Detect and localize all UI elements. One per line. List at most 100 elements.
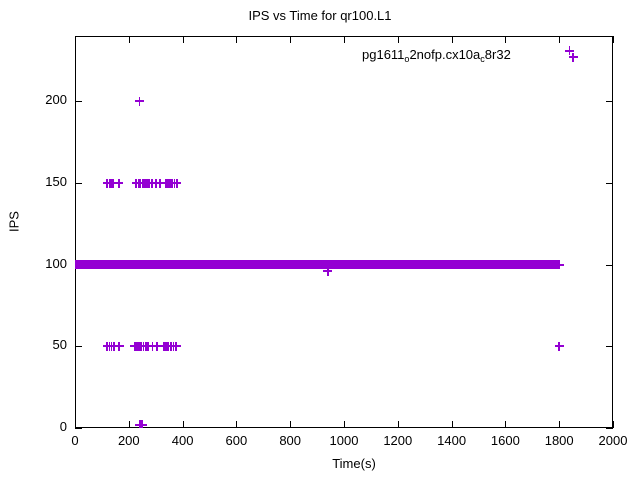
data-point-band xyxy=(446,260,456,270)
data-point xyxy=(135,96,145,106)
data-point-band xyxy=(271,260,281,270)
data-point xyxy=(132,341,142,351)
data-point-band xyxy=(209,260,219,270)
data-point-band xyxy=(434,260,444,270)
data-point-band xyxy=(255,260,265,270)
data-point-band xyxy=(186,260,196,270)
data-point-band xyxy=(309,260,319,270)
data-point xyxy=(133,178,143,188)
data-point-band xyxy=(233,260,243,270)
data-point-band xyxy=(459,260,469,270)
data-point xyxy=(135,420,145,428)
data-point-band xyxy=(136,260,146,270)
data-point-band xyxy=(409,260,419,270)
data-point-band xyxy=(286,260,296,270)
data-point xyxy=(166,341,176,351)
data-point-band xyxy=(190,260,200,270)
data-point xyxy=(138,178,148,188)
data-point-band xyxy=(413,260,423,270)
data-point-band xyxy=(394,260,404,270)
data-point-band xyxy=(162,260,172,270)
data-point-band xyxy=(208,260,218,270)
data-point-band xyxy=(302,260,312,270)
data-point-band xyxy=(278,260,288,270)
data-point-band xyxy=(252,260,262,270)
data-point-band xyxy=(541,260,551,270)
x-tick-mark-top xyxy=(451,36,453,43)
data-point-band xyxy=(113,260,123,270)
data-point-band xyxy=(529,260,539,270)
data-point-band xyxy=(187,260,197,270)
data-point-band xyxy=(245,260,255,270)
data-point-band xyxy=(189,260,199,270)
data-point-band xyxy=(366,260,376,270)
data-point-band xyxy=(372,260,382,270)
data-point-band xyxy=(547,260,557,270)
data-point-band xyxy=(287,260,297,270)
plot-frame xyxy=(75,36,613,428)
data-point-band xyxy=(421,260,431,270)
x-axis-label: Time(s) xyxy=(332,456,376,471)
data-point-band xyxy=(422,260,432,270)
data-point-band xyxy=(249,260,259,270)
data-point-band xyxy=(393,260,403,270)
data-point-band xyxy=(522,260,532,270)
data-point xyxy=(554,341,564,351)
data-point-band xyxy=(471,260,481,270)
data-point-band xyxy=(544,260,554,270)
data-point-band xyxy=(474,260,483,270)
data-point-band xyxy=(180,260,190,270)
x-tick-mark xyxy=(505,421,507,428)
data-point-band xyxy=(104,260,114,270)
data-point-band xyxy=(361,260,371,270)
data-point-band xyxy=(120,260,130,270)
data-point-band xyxy=(415,260,425,270)
data-point xyxy=(168,341,178,351)
data-point-band xyxy=(272,260,282,270)
y-tick-label: 0 xyxy=(59,419,67,434)
data-point-band xyxy=(142,260,152,270)
data-point-band xyxy=(129,260,139,270)
data-point-band xyxy=(469,260,479,270)
data-point-band xyxy=(327,260,337,270)
data-point-band xyxy=(281,260,291,270)
data-point-band xyxy=(259,260,269,270)
x-tick-mark-top xyxy=(290,36,292,43)
data-point-band xyxy=(83,260,93,270)
data-point-band xyxy=(306,260,316,270)
data-point-band xyxy=(294,260,304,270)
data-point-band xyxy=(330,260,340,270)
data-point-band xyxy=(270,260,280,270)
data-point-band xyxy=(551,260,561,270)
data-point-band xyxy=(293,260,303,270)
x-tick-mark xyxy=(236,421,238,428)
legend-text-subscript-2: c xyxy=(480,54,485,64)
data-point-band xyxy=(424,260,434,270)
data-point-band xyxy=(121,260,131,270)
data-point-band xyxy=(268,260,278,270)
data-point-band xyxy=(456,260,466,270)
data-point-band xyxy=(553,260,563,270)
data-point-band xyxy=(239,260,249,270)
data-point-band xyxy=(234,260,244,270)
x-tick-mark xyxy=(182,421,184,428)
data-point-band xyxy=(487,260,497,270)
data-point-band xyxy=(192,260,202,270)
x-tick-mark xyxy=(397,421,399,428)
data-point-band xyxy=(359,260,369,270)
data-point-band xyxy=(75,260,84,270)
data-point-band xyxy=(453,260,463,270)
data-point-band xyxy=(246,260,256,270)
data-point-band xyxy=(488,260,498,270)
data-point-band xyxy=(114,260,124,270)
data-point-band xyxy=(365,260,375,270)
data-point-band xyxy=(383,260,393,270)
data-point-band xyxy=(167,260,177,270)
data-point-band xyxy=(325,260,335,270)
data-point-band xyxy=(176,260,186,270)
data-point-band xyxy=(130,260,140,270)
data-point-band xyxy=(438,260,448,270)
data-point-band xyxy=(183,260,193,270)
data-point xyxy=(109,341,119,351)
data-point-band xyxy=(101,260,111,270)
